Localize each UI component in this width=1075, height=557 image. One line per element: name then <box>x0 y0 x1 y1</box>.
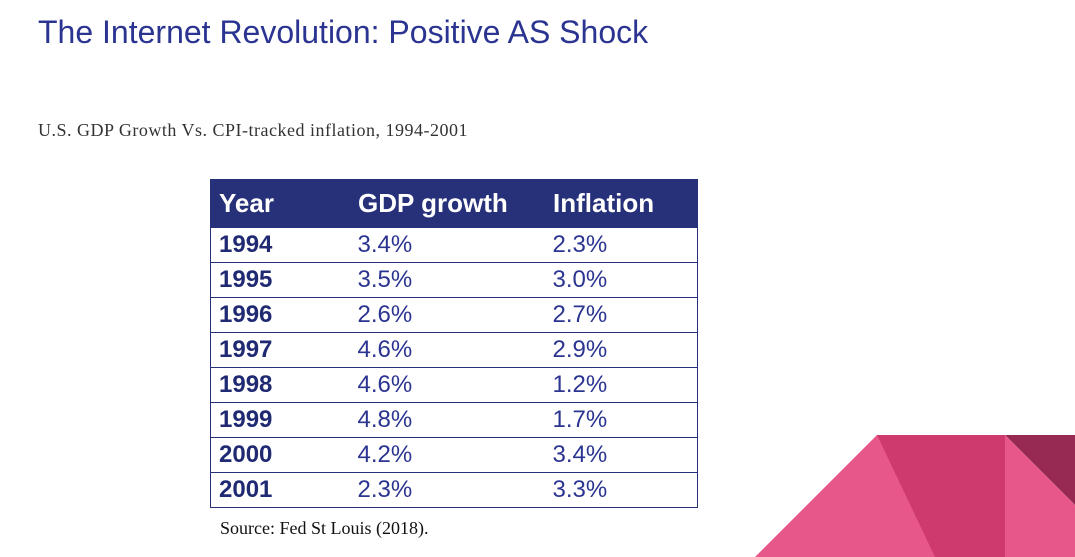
table-row: 1994 3.4% 2.3% <box>210 227 698 263</box>
decoration-light-triangle <box>1005 435 1075 557</box>
year-cell: 1995 <box>210 262 350 298</box>
gdp-growth-cell: 4.6% <box>349 367 545 403</box>
gdp-growth-cell: 4.8% <box>349 402 545 438</box>
inflation-cell: 3.4% <box>544 437 698 473</box>
gdp-growth-cell: 4.2% <box>349 437 545 473</box>
header-inflation: Inflation <box>544 179 698 228</box>
table-row: 1995 3.5% 3.0% <box>210 262 698 298</box>
gdp-growth-cell: 2.3% <box>349 472 545 508</box>
year-cell: 1996 <box>210 297 350 333</box>
inflation-cell: 2.7% <box>544 297 698 333</box>
table-row: 1996 2.6% 2.7% <box>210 297 698 333</box>
table-row: 2000 4.2% 3.4% <box>210 437 698 473</box>
gdp-inflation-table: Year GDP growth Inflation 1994 3.4% 2.3%… <box>210 179 698 508</box>
year-cell: 1999 <box>210 402 350 438</box>
slide-title: The Internet Revolution: Positive AS Sho… <box>38 14 649 50</box>
table-row: 1998 4.6% 1.2% <box>210 367 698 403</box>
year-cell: 1994 <box>210 227 350 263</box>
inflation-cell: 2.9% <box>544 332 698 368</box>
decoration-pink-triangle <box>755 435 877 557</box>
table-row: 1999 4.8% 1.7% <box>210 402 698 438</box>
corner-decoration <box>755 435 1075 557</box>
year-cell: 1997 <box>210 332 350 368</box>
year-cell: 2001 <box>210 472 350 508</box>
table-caption: U.S. GDP Growth Vs. CPI-tracked inflatio… <box>38 120 468 140</box>
inflation-cell: 2.3% <box>544 227 698 263</box>
gdp-growth-cell: 2.6% <box>349 297 545 333</box>
header-year: Year <box>210 179 350 228</box>
gdp-growth-cell: 4.6% <box>349 332 545 368</box>
table-row: 1997 4.6% 2.9% <box>210 332 698 368</box>
header-gdp-growth: GDP growth <box>349 179 545 228</box>
gdp-growth-cell: 3.4% <box>349 227 545 263</box>
source-note: Source: Fed St Louis (2018). <box>220 518 429 538</box>
inflation-cell: 3.3% <box>544 472 698 508</box>
decoration-magenta-shape <box>877 435 1005 557</box>
inflation-cell: 1.2% <box>544 367 698 403</box>
year-cell: 1998 <box>210 367 350 403</box>
year-cell: 2000 <box>210 437 350 473</box>
inflation-cell: 1.7% <box>544 402 698 438</box>
table-header-row: Year GDP growth Inflation <box>210 179 698 228</box>
gdp-growth-cell: 3.5% <box>349 262 545 298</box>
inflation-cell: 3.0% <box>544 262 698 298</box>
table-row: 2001 2.3% 3.3% <box>210 472 698 508</box>
